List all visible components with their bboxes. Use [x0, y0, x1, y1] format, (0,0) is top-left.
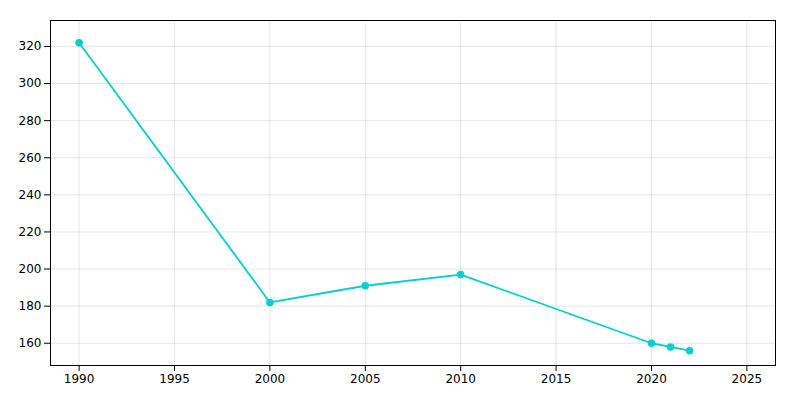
svg-text:2000: 2000: [255, 372, 286, 386]
svg-text:240: 240: [19, 188, 42, 202]
svg-text:2020: 2020: [636, 372, 667, 386]
svg-text:160: 160: [19, 336, 42, 350]
svg-text:2005: 2005: [350, 372, 381, 386]
svg-text:280: 280: [19, 114, 42, 128]
svg-text:1990: 1990: [64, 372, 95, 386]
svg-text:200: 200: [19, 262, 42, 276]
svg-text:300: 300: [19, 76, 42, 90]
svg-text:1995: 1995: [159, 372, 190, 386]
svg-text:2015: 2015: [541, 372, 572, 386]
svg-text:260: 260: [19, 151, 42, 165]
svg-text:220: 220: [19, 225, 42, 239]
svg-text:2010: 2010: [445, 372, 476, 386]
svg-text:320: 320: [19, 39, 42, 53]
svg-text:180: 180: [19, 299, 42, 313]
svg-text:2025: 2025: [732, 372, 763, 386]
